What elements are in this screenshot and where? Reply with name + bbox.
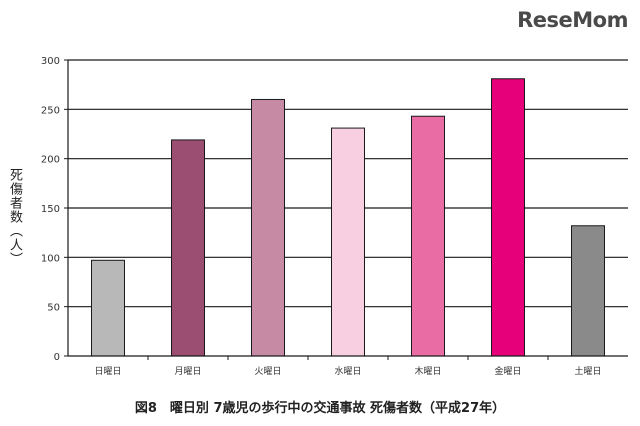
y-tick-label: 200	[41, 155, 60, 166]
bars	[91, 78, 605, 357]
y-tick-label: 250	[41, 105, 60, 116]
x-tick-label: 火曜日	[254, 366, 281, 377]
x-tick-label: 日曜日	[94, 366, 121, 377]
y-tick-label: 300	[41, 56, 60, 67]
y-tick-label: 0	[54, 352, 60, 363]
bar-1	[91, 259, 125, 357]
y-axis-label: 死傷者数（人）	[7, 168, 22, 266]
x-tick-label: 月曜日	[174, 366, 201, 377]
y-tick-labels: 0 50 100 150 200 250 300	[41, 56, 60, 363]
bar-6	[491, 78, 525, 357]
chart-title: 図8 曜日別 7歳児の歩行中の交通事故 死傷者数（平成27年）	[134, 401, 506, 416]
y-tick-label: 100	[41, 253, 60, 264]
x-tick-label: 土曜日	[574, 365, 601, 377]
x-tick-label: 金曜日	[494, 365, 521, 377]
y-tick-label: 150	[41, 204, 60, 215]
x-tick-label: 木曜日	[414, 365, 441, 377]
bar-5	[411, 115, 445, 357]
bar-4	[331, 127, 365, 357]
x-tick-labels: 日曜日 月曜日 火曜日 水曜日 木曜日 金曜日 土曜日	[94, 365, 601, 377]
y-tick-label: 50	[47, 303, 60, 314]
axes	[67, 60, 628, 360]
logo-text: ReseMom	[517, 8, 628, 32]
x-tick-label: 水曜日	[334, 365, 361, 377]
bar-2	[171, 139, 205, 357]
bar-7	[571, 225, 605, 357]
bar-3	[251, 98, 285, 357]
resemom-logo: ReseMom	[517, 8, 628, 32]
